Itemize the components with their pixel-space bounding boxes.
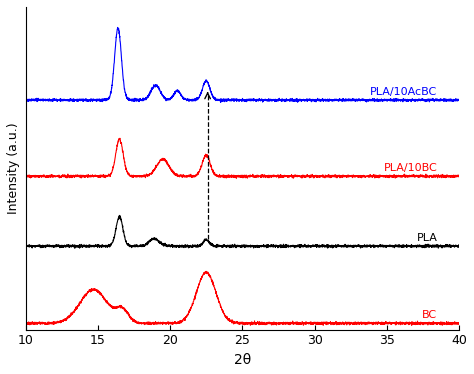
Text: PLA: PLA (417, 233, 438, 243)
X-axis label: 2θ: 2θ (234, 353, 251, 367)
Text: PLA/10AcBC: PLA/10AcBC (370, 87, 438, 97)
Text: BC: BC (422, 310, 438, 320)
Y-axis label: Intensity (a.u.): Intensity (a.u.) (7, 122, 20, 214)
Text: PLA/10BC: PLA/10BC (383, 163, 438, 173)
